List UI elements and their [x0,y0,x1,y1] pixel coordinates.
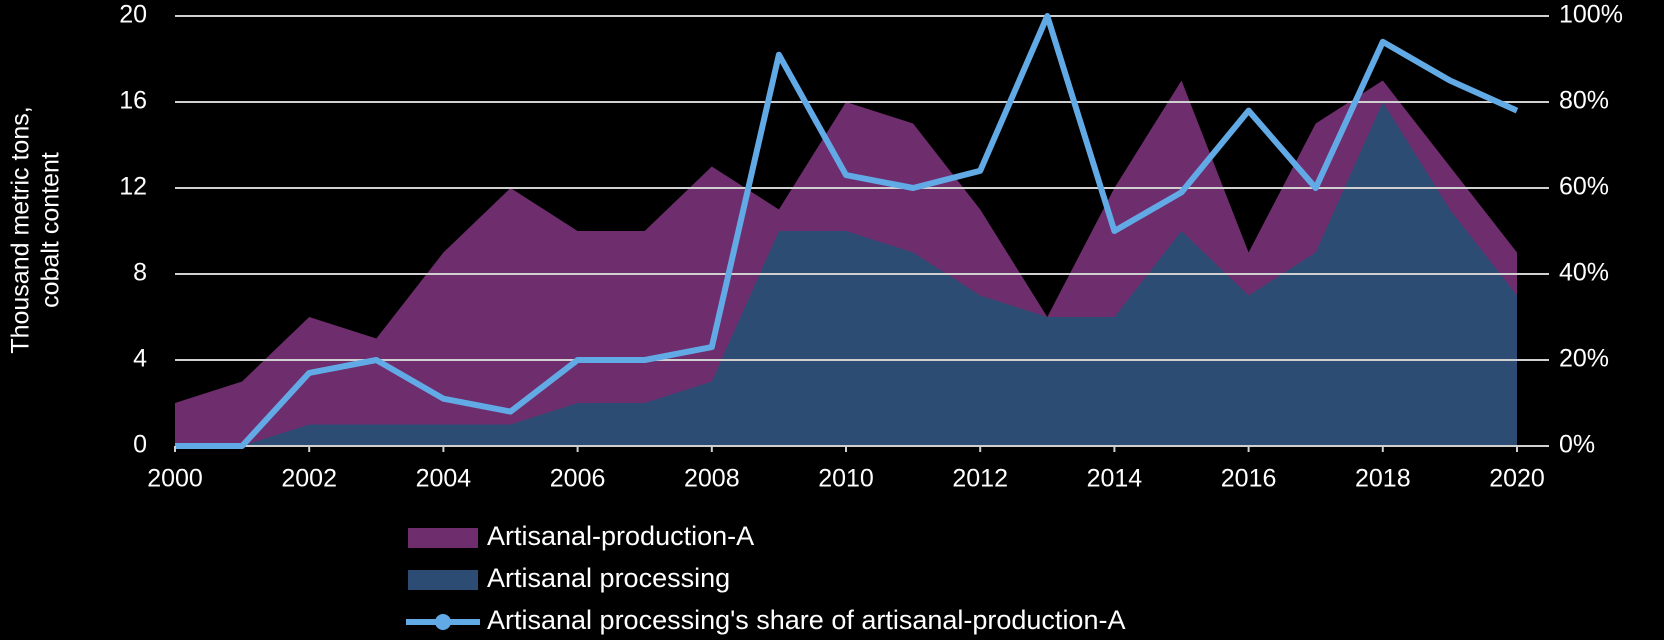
x-tick-label: 2010 [818,465,874,493]
y-tick-label: 4 [133,345,147,373]
x-tick-label: 2000 [147,465,203,493]
legend-label: Artisanal processing's share of artisana… [487,605,1125,635]
y2-tick-label: 100% [1559,1,1623,29]
y2-tick-label: 0% [1559,431,1595,459]
legend-swatch [408,528,478,548]
y2-tick-label: 40% [1559,259,1609,287]
y-tick-label: 16 [119,87,147,115]
y-tick-label: 20 [119,1,147,29]
y-axis-title: Thousand metric tons, cobalt content [7,106,65,353]
legend-label: Artisanal processing [487,563,730,593]
x-tick-label: 2018 [1355,465,1411,493]
y-axis-title-line: cobalt content [37,152,65,308]
x-tick-label: 2020 [1489,465,1545,493]
y-tick-label: 12 [119,173,147,201]
line [175,13,1519,449]
x-tick-label: 2006 [550,465,606,493]
y-axis-title-line: Thousand metric tons, [7,106,35,353]
y2-tick-label: 60% [1559,173,1609,201]
y2-tick-label: 20% [1559,345,1609,373]
x-tick-label: 2012 [952,465,1008,493]
x-tick-label: 2016 [1221,465,1277,493]
y-tick-label: 8 [133,259,147,287]
x-tick-label: 2008 [684,465,740,493]
y-tick-label: 0 [133,431,147,459]
x-tick-label: 2004 [416,465,472,493]
x-tick-label: 2002 [281,465,337,493]
legend-label: Artisanal-production-A [487,521,754,551]
legend-marker [435,614,451,630]
x-tick-label: 2014 [1087,465,1143,493]
legend-swatch [408,570,478,590]
y2-tick-label: 80% [1559,87,1609,115]
